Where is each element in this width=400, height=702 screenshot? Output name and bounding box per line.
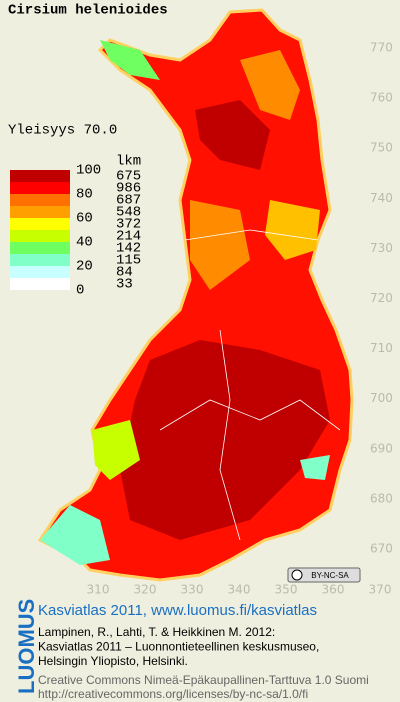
- low-area: [300, 455, 330, 480]
- citation-line: Helsingin Yliopisto, Helsinki.: [38, 654, 188, 668]
- legend-count: 986: [116, 181, 141, 197]
- legend-swatch: [10, 182, 70, 194]
- coordinates: 770 760 750 740 730 720 710 700 690 680 670 310 320 3…: [87, 41, 393, 597]
- legend-label: 80: [76, 187, 93, 203]
- legend-label: 40: [76, 235, 93, 251]
- boundary: [219, 329, 241, 541]
- easting-label: 360: [322, 583, 345, 597]
- easting-label: 330: [181, 583, 204, 597]
- legend-swatch: [10, 170, 70, 182]
- license-line: Creative Commons Nimeä-Epäkaupallinen-Ta…: [38, 673, 369, 687]
- northing-label: 680: [370, 491, 393, 505]
- legend-count: 548: [116, 205, 141, 221]
- boundary: [159, 399, 341, 431]
- license-badge-text: BY-NC-SA: [311, 571, 349, 580]
- legend-label: 60: [76, 211, 93, 227]
- title: Cirsium helenioides: [8, 3, 168, 19]
- legend-label: 20: [76, 259, 93, 275]
- northing-label: 740: [370, 191, 393, 205]
- license-line: http://creativecommons.org/licenses/by-n…: [38, 687, 308, 701]
- legend-count: 84: [116, 265, 133, 281]
- mid-area: [265, 200, 320, 260]
- legend-swatch: [10, 266, 70, 278]
- northing-label: 690: [370, 441, 393, 455]
- easting-label: 340: [228, 583, 251, 597]
- mid-area: [240, 50, 300, 120]
- legend-swatch: [10, 218, 70, 230]
- legend-swatch: [10, 206, 70, 218]
- frequency: Yleisyys 70.0: [8, 123, 117, 139]
- high-area: [195, 100, 270, 170]
- northing-label: 770: [370, 41, 393, 55]
- legend-count: 372: [116, 217, 141, 233]
- low-area: [100, 40, 160, 80]
- legend-count: 142: [116, 241, 141, 257]
- northing-label: 720: [370, 291, 393, 305]
- credits-headline: Kasviatlas 2011, www.luomus.fi/kasviatla…: [38, 602, 317, 619]
- northing-label: 760: [370, 91, 393, 105]
- northing-label: 750: [370, 141, 393, 155]
- easting-label: 370: [369, 583, 392, 597]
- mid-area: [190, 200, 250, 290]
- legend-count: 33: [116, 277, 133, 293]
- legend-label: 100: [76, 163, 101, 179]
- legend-count: 675: [116, 169, 141, 185]
- credits: Lampinen, R., Lahti, T. & Heikkinen M. 2…: [38, 625, 369, 701]
- low-area: [40, 505, 110, 565]
- legend-swatch: [10, 242, 70, 254]
- low-area: [92, 420, 140, 480]
- citation-line: Kasviatlas 2011 – Luonnontieteellinen ke…: [38, 640, 319, 654]
- count-header: lkm: [116, 154, 141, 170]
- license-badge: BY-NC-SA: [287, 567, 361, 583]
- easting-label: 310: [87, 583, 110, 597]
- citation-line: Lampinen, R., Lahti, T. & Heikkinen M. 2…: [38, 625, 275, 639]
- legend-label: 0: [76, 283, 84, 299]
- easting-label: 320: [134, 583, 157, 597]
- legend-swatch: [10, 278, 70, 290]
- northing-label: 670: [370, 542, 393, 556]
- easting-label: 350: [275, 583, 298, 597]
- legend-swatch: [10, 194, 70, 206]
- northing-label: 710: [370, 341, 393, 355]
- legend-count: 214: [116, 229, 141, 245]
- northing-label: 700: [370, 391, 393, 405]
- northing-label: 730: [370, 241, 393, 255]
- boundary: [184, 229, 319, 241]
- legend-swatch: [10, 254, 70, 266]
- logo: LUOMUS: [14, 599, 39, 694]
- legend-swatch: [10, 230, 70, 242]
- legend-count: 687: [116, 193, 141, 209]
- high-area: [120, 340, 330, 540]
- map: [37, 8, 354, 582]
- legend-count: 115: [116, 253, 141, 269]
